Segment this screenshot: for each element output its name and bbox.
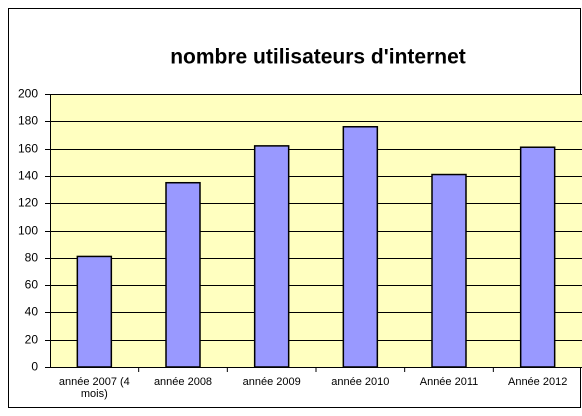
y-tick-label: 0 <box>31 360 38 374</box>
y-tick-label: 200 <box>18 87 38 101</box>
y-tick-label: 140 <box>18 169 38 183</box>
x-tick-label-line: mois) <box>81 388 108 400</box>
bar <box>76 255 113 368</box>
x-tick-label: année 2007 (4 mois) <box>59 376 130 400</box>
chart-title: nombre utilisateurs d'internet <box>170 46 466 69</box>
x-tick-label: année 2008 <box>154 376 212 388</box>
y-tick-label: 20 <box>25 333 39 347</box>
x-tick-label: année 2010 <box>331 376 389 388</box>
x-tick-label: Année 2011 <box>420 376 479 388</box>
y-tick-label: 60 <box>25 278 39 292</box>
y-tick-label: 160 <box>18 142 38 156</box>
bar <box>519 146 556 368</box>
y-tick-label: 120 <box>18 196 38 210</box>
x-tick-label-line: Année 2012 <box>508 376 567 388</box>
x-tick-label: Année 2012 <box>508 376 567 388</box>
y-tick-label: 180 <box>18 114 38 128</box>
bar <box>342 126 379 368</box>
bar <box>431 173 467 368</box>
x-tick-label-line: année 2009 <box>243 376 301 388</box>
plot-area <box>50 94 582 367</box>
x-tick-label-line: année 2007 (4 <box>59 376 130 388</box>
x-tick-label-line: année 2008 <box>154 376 212 388</box>
x-tick-label: année 2009 <box>243 376 301 388</box>
y-tick-label: 40 <box>25 305 39 319</box>
x-tick-label-line: année 2010 <box>331 376 389 388</box>
bar <box>165 181 201 368</box>
x-tick-label-line: Année 2011 <box>420 376 479 388</box>
y-tick-label: 80 <box>25 251 39 265</box>
y-tick-label: 100 <box>18 224 38 238</box>
bar <box>253 145 290 368</box>
